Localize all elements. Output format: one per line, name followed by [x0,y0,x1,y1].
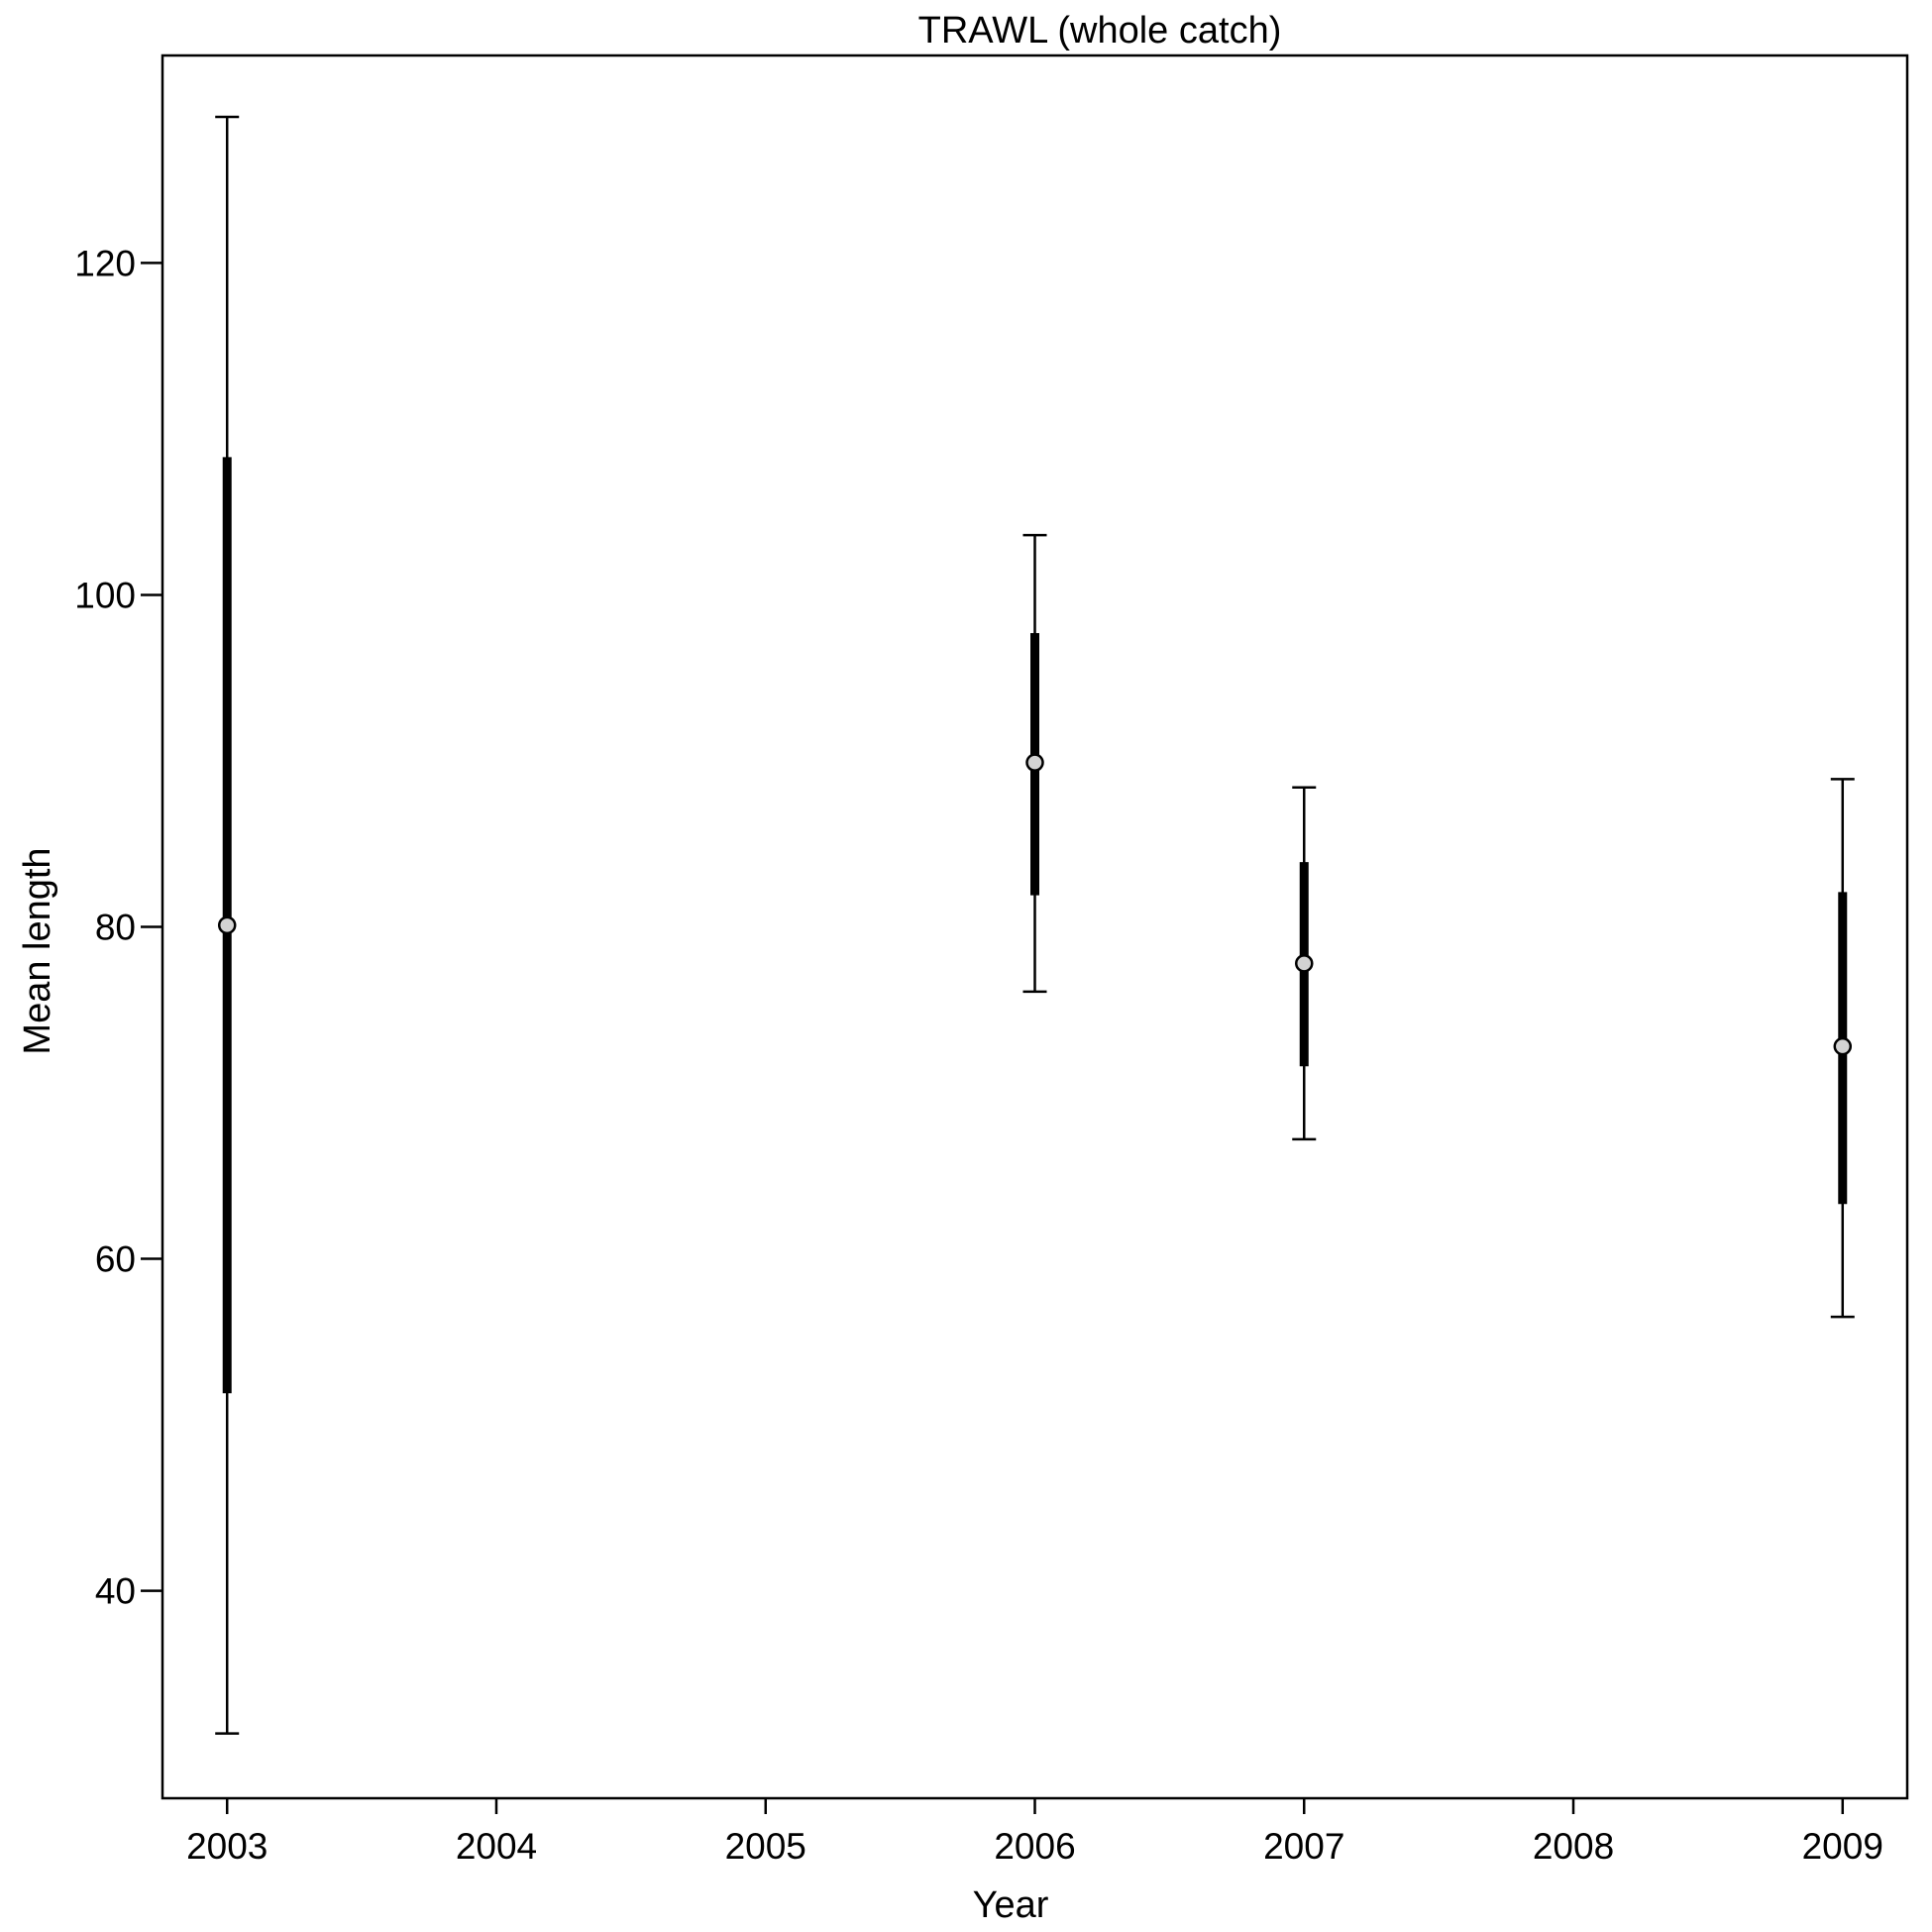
x-tick-label: 2009 [1802,1826,1883,1867]
y-tick-label: 80 [95,908,136,948]
x-tick-label: 2006 [994,1826,1075,1867]
mean-point [1295,954,1314,973]
y-axis: 40 60 80 100 120 [74,243,162,1612]
y-tick-label: 100 [74,575,136,615]
error-bar-group [215,115,240,1735]
x-tick-label: 2003 [186,1826,268,1867]
y-tick-label: 60 [95,1239,136,1280]
x-tick-label: 2004 [456,1826,537,1867]
error-bar-group [1022,533,1047,994]
y-tick-label: 40 [95,1571,136,1612]
y-axis-title: Mean length [17,847,58,1054]
x-tick-label: 2008 [1533,1826,1614,1867]
mean-point [217,915,237,935]
x-axis: 2003 2004 2005 2006 2007 2008 2009 [186,1798,1883,1867]
mean-point [1833,1036,1853,1056]
error-bar-group [1830,778,1855,1319]
data-marks [215,115,1855,1735]
mean-point [1025,753,1044,772]
chart-title: TRAWL (whole catch) [918,10,1282,52]
x-tick-label: 2005 [725,1826,806,1867]
error-bar-group [1292,786,1317,1141]
x-tick-label: 2007 [1263,1826,1344,1867]
y-tick-label: 120 [74,243,136,283]
x-axis-title: Year [973,1884,1049,1926]
